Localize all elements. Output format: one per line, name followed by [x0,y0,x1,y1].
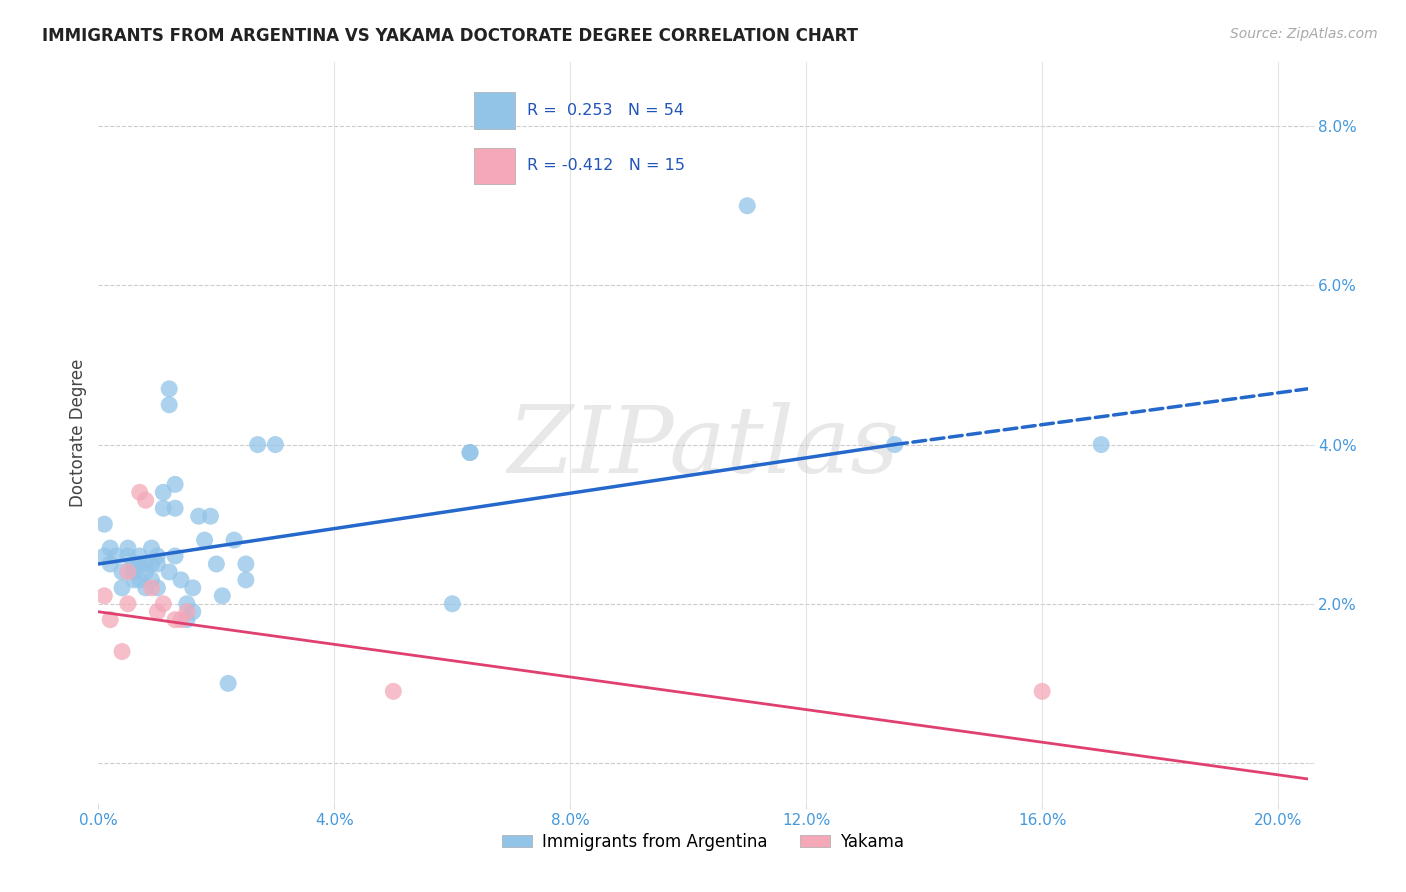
Point [264,437,287,451]
Point [181,581,204,595]
Point [146,549,169,563]
Point [93,549,115,563]
Point [111,644,134,658]
Point [146,581,169,595]
Point [122,565,145,579]
Point [441,597,464,611]
Point [146,557,169,571]
Point [170,613,193,627]
Text: Source: ZipAtlas.com: Source: ZipAtlas.com [1230,27,1378,41]
Point [165,549,187,563]
Point [152,485,174,500]
Point [165,613,187,627]
Point [135,557,157,571]
Point [165,477,187,491]
Point [200,509,222,524]
Point [157,382,180,396]
Point [122,557,145,571]
Point [382,684,405,698]
Point [157,398,180,412]
Point [176,605,198,619]
Point [141,557,163,571]
Point [187,509,209,524]
Point [93,517,115,532]
Point [128,557,150,571]
Point [458,445,481,459]
Y-axis label: Doctorate Degree: Doctorate Degree [69,359,87,507]
Point [117,565,139,579]
Point [1031,684,1053,698]
Point [111,565,134,579]
Point [135,493,157,508]
Point [205,557,228,571]
Point [222,533,245,547]
Point [135,581,157,595]
Point [246,437,269,451]
Point [98,557,121,571]
Point [128,549,150,563]
Point [117,549,139,563]
Point [235,557,257,571]
Point [146,605,169,619]
Text: IMMIGRANTS FROM ARGENTINA VS YAKAMA DOCTORATE DEGREE CORRELATION CHART: IMMIGRANTS FROM ARGENTINA VS YAKAMA DOCT… [42,27,858,45]
Point [141,573,163,587]
Point [165,501,187,516]
Point [135,565,157,579]
Point [111,581,134,595]
Point [1090,437,1112,451]
Point [735,199,758,213]
Point [141,581,163,595]
Point [98,613,121,627]
Point [194,533,217,547]
Point [176,597,198,611]
Point [157,565,180,579]
Point [883,437,905,451]
Point [128,573,150,587]
Point [170,573,193,587]
Point [152,501,174,516]
Point [176,613,198,627]
Point [117,597,139,611]
Point [235,573,257,587]
Point [211,589,233,603]
Point [217,676,239,690]
Text: ZIPatlas: ZIPatlas [508,402,898,492]
Point [181,605,204,619]
Point [93,589,115,603]
Point [458,445,481,459]
Point [128,485,150,500]
Point [122,573,145,587]
Point [141,541,163,555]
Point [105,549,128,563]
Legend: Immigrants from Argentina, Yakama: Immigrants from Argentina, Yakama [495,826,911,857]
Point [152,597,174,611]
Point [98,541,121,555]
Point [117,541,139,555]
